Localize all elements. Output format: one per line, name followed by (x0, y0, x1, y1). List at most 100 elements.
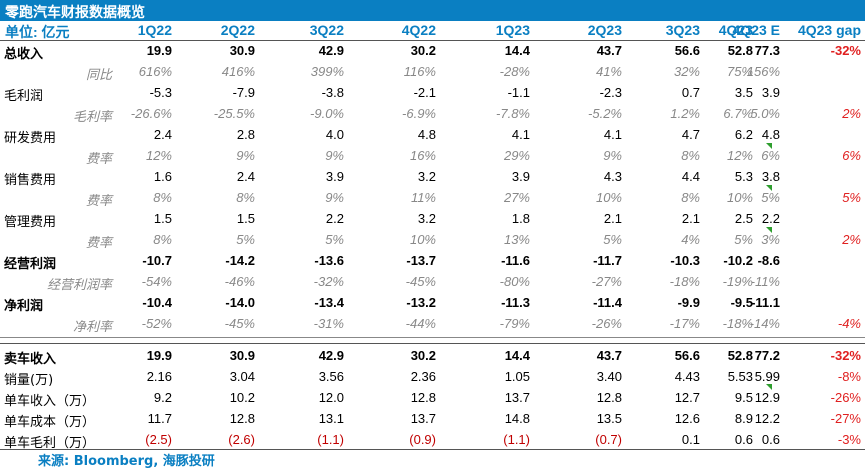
table-cell: 5% (603, 232, 622, 247)
source-note: 来源: Bloomberg, 海豚投研 (38, 454, 215, 469)
col-header: 2Q23 (587, 22, 622, 38)
table-cell: 1.05 (504, 369, 530, 384)
table-cell: 5.99 (754, 369, 780, 384)
table-cell: -9.5 (730, 295, 753, 310)
table-cell: 116% (403, 64, 436, 79)
table-cell: -18% (722, 316, 753, 331)
table-cell: -45% (405, 274, 436, 289)
table-cell: -3.8 (321, 85, 344, 100)
row-label: 净利润 (4, 299, 44, 314)
table-cell: -7.8% (496, 106, 530, 121)
table-cell: 12.8 (596, 390, 622, 405)
row-label: 单车收入（万） (4, 394, 96, 409)
table-cell: -45% (224, 316, 255, 331)
col-header: 3Q22 (309, 22, 344, 38)
row-label: 毛利润 (4, 89, 44, 104)
gap-cell: -8% (837, 369, 861, 384)
table-cell: 399% (310, 64, 344, 79)
table-cell: 19.9 (146, 43, 172, 58)
table-cell: -11.7 (593, 253, 622, 268)
table-cell: 5% (734, 232, 753, 247)
table-cell: 3.9 (511, 169, 530, 184)
table-cell: -10.3 (670, 253, 700, 268)
table-cell: -2.1 (413, 85, 436, 100)
table-cell: 42.9 (318, 348, 344, 363)
col-header: 4Q23 (718, 22, 753, 38)
table-cell: -17% (669, 316, 700, 331)
table-cell: 56.6 (674, 348, 700, 363)
table-cell: 3.9 (761, 85, 780, 100)
table-cell: -31% (313, 316, 344, 331)
table-cell: 4.7 (681, 127, 700, 142)
footer: 来源: Bloomberg, 海豚投研 (0, 449, 865, 469)
table-cell: 8% (153, 190, 172, 205)
table-cell: 9% (325, 190, 344, 205)
table-row: 单车毛利（万） (2.5) (2.6) (1.1) (0.9) (1.1) (0.7) 0.1… (0, 430, 865, 451)
table-cell: -19% (722, 274, 753, 289)
row-label: 同比 (85, 68, 112, 83)
table-cell: 32% (673, 64, 700, 79)
table-cell: -1.1 (507, 85, 530, 100)
row-label: 卖车收入 (4, 352, 57, 367)
table-cell: (0.9) (409, 432, 436, 447)
table-cell: (1.1) (317, 432, 344, 447)
section-divider (0, 337, 865, 338)
table-cell: 2.1 (603, 211, 622, 226)
table-cell: -14.2 (225, 253, 255, 268)
table-cell: 75% (726, 64, 753, 79)
table-cell: 3.40 (596, 369, 622, 384)
gap-cell: -27% (830, 411, 861, 426)
table-cell: (2.5) (145, 432, 172, 447)
table-row: 卖车收入 19.9 30.9 42.9 30.2 14.4 43.7 56.6 52.8 77.2… (0, 346, 865, 367)
row-label: 单车成本（万） (4, 415, 96, 430)
table-cell: -26.6% (130, 106, 172, 121)
col-header: 1Q22 (137, 22, 172, 38)
col-header: 4Q23 gap (797, 22, 861, 38)
table-row: 费率 12% 9% 9% 16% 29% 9% 8% 12% 6% 6% (0, 146, 865, 167)
table-cell: 416% (221, 64, 255, 79)
row-label: 销售费用 (4, 173, 57, 188)
row-label: 总收入 (4, 47, 44, 62)
table-cell: 8% (681, 148, 700, 163)
table-cell: -9.9 (677, 295, 700, 310)
table-cell: -11.4 (593, 295, 622, 310)
table-cell: 13.1 (318, 411, 344, 426)
table-cell: 6.2 (734, 127, 753, 142)
table-cell: 3.04 (229, 369, 255, 384)
table-cell: 12.0 (318, 390, 344, 405)
table-cell: -5.2% (588, 106, 622, 121)
table-cell: 30.9 (229, 43, 255, 58)
table-cell: -11.6 (501, 253, 530, 268)
comment-marker-icon (766, 227, 772, 233)
table-cell: -18% (669, 274, 700, 289)
page-title: 零跑汽车财报数据概览 (5, 5, 145, 21)
section-divider (0, 343, 865, 344)
row-label: 销量(万) (4, 373, 54, 388)
table-cell: 10% (595, 190, 622, 205)
table-cell: 12.2 (754, 411, 780, 426)
header-divider (0, 40, 865, 41)
table-cell: 5.53 (727, 369, 753, 384)
table-cell: -10.2 (723, 253, 753, 268)
table-cell: 19.9 (146, 348, 172, 363)
table-cell: 12% (726, 148, 753, 163)
table-cell: -28% (499, 64, 530, 79)
vehicle-table: 卖车收入 19.9 30.9 42.9 30.2 14.4 43.7 56.6 52.8 77.2… (0, 346, 865, 451)
table-cell: 9% (603, 148, 622, 163)
table-cell: -80% (499, 274, 530, 289)
table-row: 管理费用 1.5 1.5 2.2 3.2 1.8 2.1 2.1 2.5 2.2 (0, 209, 865, 230)
table-cell: 56.6 (674, 43, 700, 58)
table-row: 单车成本（万） 11.7 12.8 13.1 13.7 14.8 13.5 12.6 8.9 12… (0, 409, 865, 430)
table-cell: -13.4 (314, 295, 344, 310)
table-cell: 4% (681, 232, 700, 247)
table-cell: 41% (595, 64, 622, 79)
table-cell: -2.3 (599, 85, 622, 100)
table-cell: 43.7 (596, 43, 622, 58)
row-label: 毛利率 (72, 110, 112, 125)
table-cell: 10.2 (229, 390, 255, 405)
table-cell: 4.43 (674, 369, 700, 384)
table-cell: 10% (726, 190, 753, 205)
table-cell: -13.6 (314, 253, 344, 268)
table-cell: 27% (503, 190, 530, 205)
table-cell: 8% (681, 190, 700, 205)
